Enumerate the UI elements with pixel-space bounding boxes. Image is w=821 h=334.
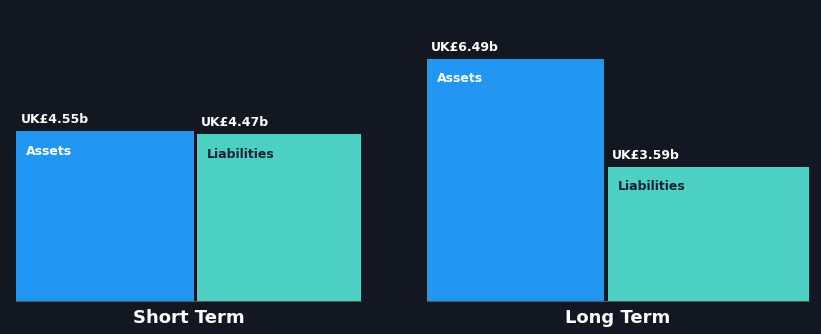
Text: Long Term: Long Term [565, 309, 671, 327]
Text: UK£4.55b: UK£4.55b [21, 113, 89, 126]
Text: UK£4.47b: UK£4.47b [201, 116, 269, 129]
Text: Liabilities: Liabilities [617, 180, 686, 193]
FancyBboxPatch shape [16, 131, 194, 301]
FancyBboxPatch shape [427, 59, 604, 301]
Text: Assets: Assets [437, 72, 483, 86]
Text: Liabilities: Liabilities [207, 148, 275, 161]
FancyBboxPatch shape [197, 134, 361, 301]
Text: Assets: Assets [26, 145, 72, 158]
Text: UK£6.49b: UK£6.49b [431, 41, 499, 54]
FancyBboxPatch shape [608, 167, 809, 301]
Text: UK£3.59b: UK£3.59b [612, 149, 680, 162]
Text: Short Term: Short Term [133, 309, 245, 327]
